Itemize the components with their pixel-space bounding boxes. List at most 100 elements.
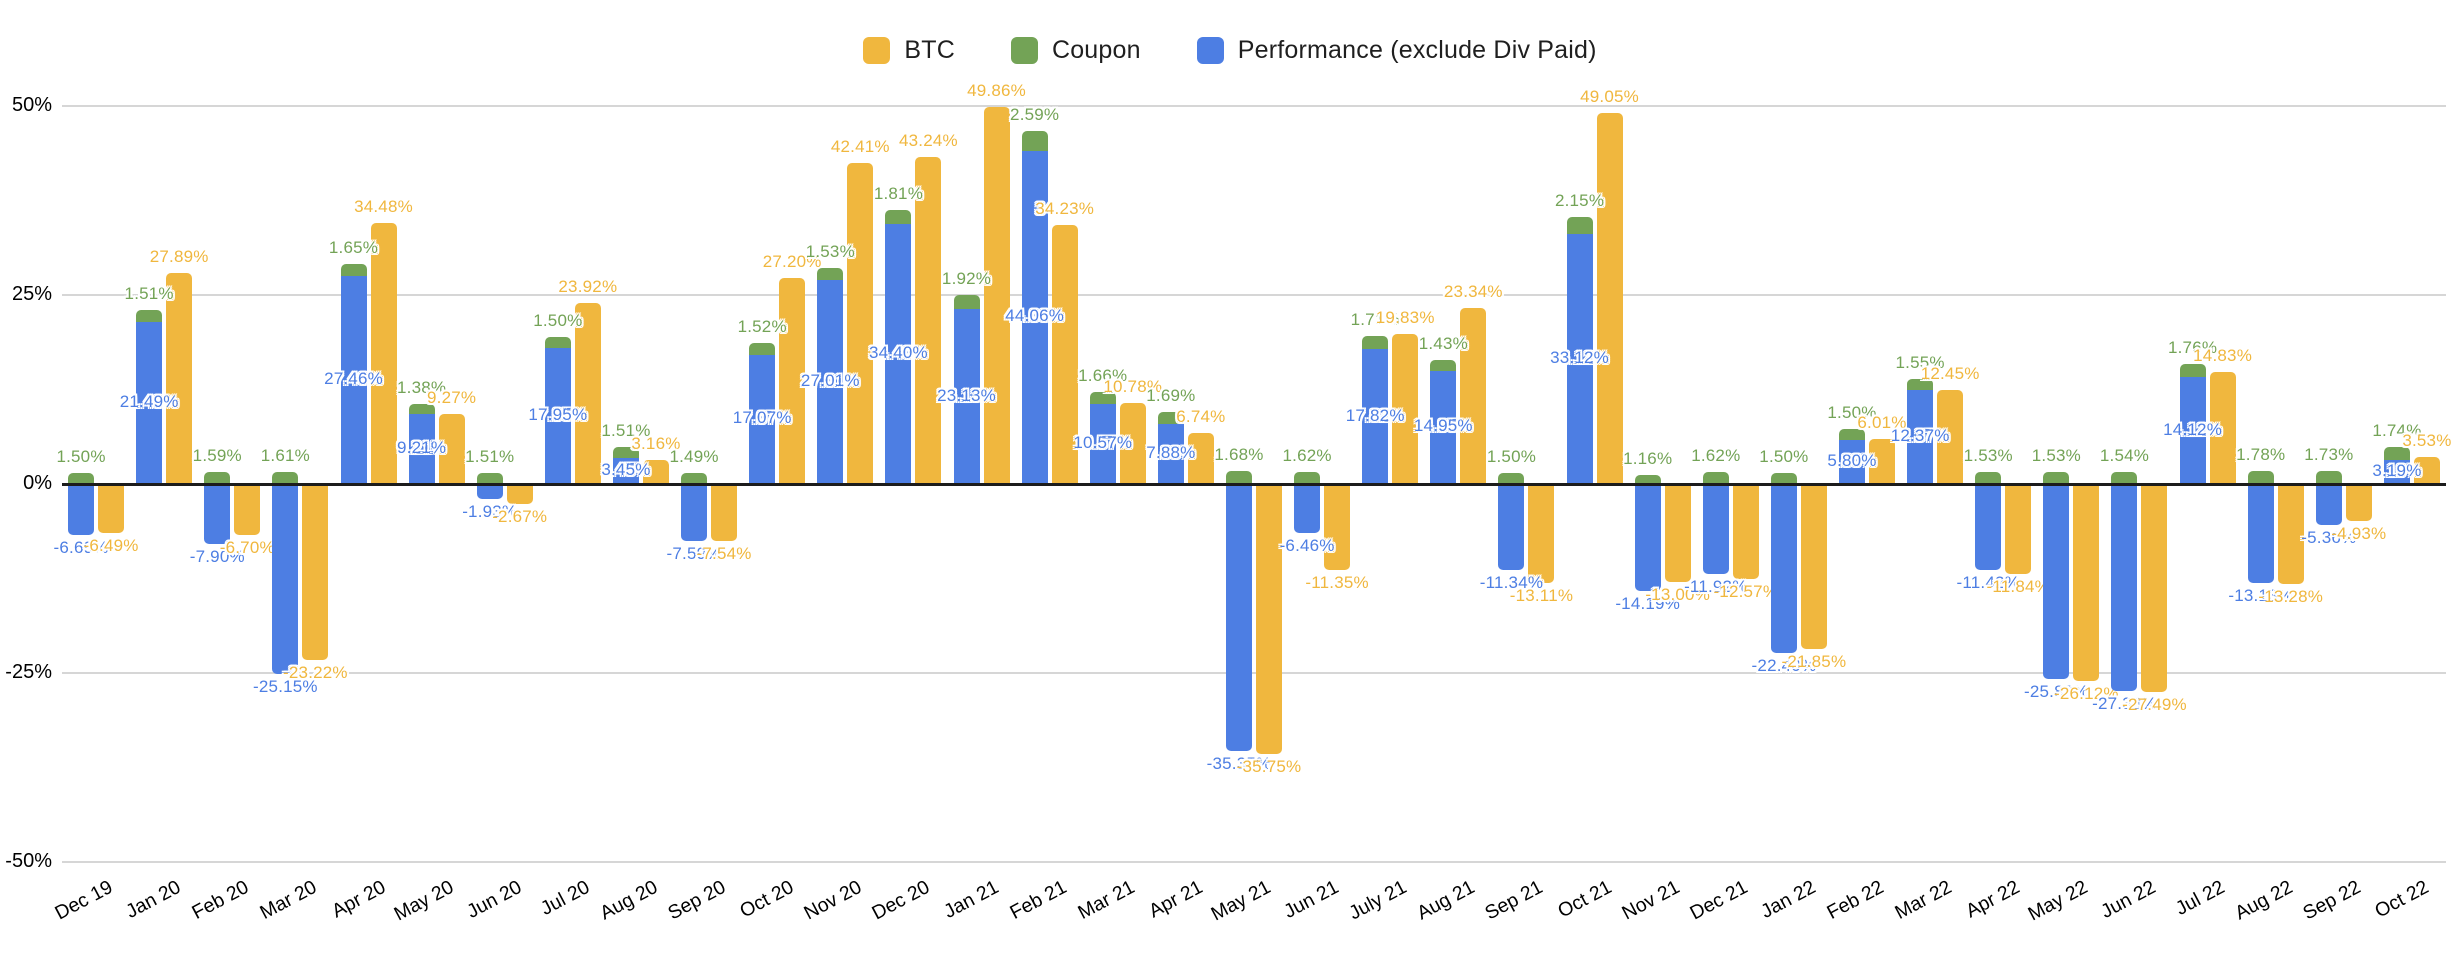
bar-btc-May-20 [438,413,465,484]
bar-performance-Oct-21 [1566,233,1593,484]
bar-coupon-July-21 [1362,336,1389,350]
bar-performance-Jul-20 [544,348,571,484]
bar-coupon-Jun-22 [2111,472,2138,484]
bar-performance-Sep-20 [681,484,708,542]
label-performance-Apr-20: 27.46% [324,369,383,389]
label-coupon-Aug-20: 1.51% [601,420,651,440]
label-performance-May-22: -25.83% [2024,682,2089,702]
bar-coupon-Jun-20 [476,472,503,484]
label-coupon-Aug-22: 1.78% [2236,444,2286,464]
label-btc-Mar-20: -23.22% [283,662,348,682]
label-btc-Feb-22: 6.01% [1857,412,1907,432]
bar-coupon-Oct-21 [1566,217,1593,234]
bar-coupon-Dec-19 [68,472,95,484]
bar-coupon-Mar-21 [1089,391,1116,405]
bar-coupon-Sep-20 [681,472,708,484]
bar-btc-Jun-20 [506,484,533,505]
label-btc-Apr-22: -11.84% [1986,576,2050,596]
bar-btc-Mar-20 [302,484,329,660]
label-btc-Jul-22: 14.83% [2193,345,2253,365]
label-coupon-Apr-21: 1.69% [1146,385,1196,405]
bar-coupon-Aug-21 [1430,360,1457,371]
label-performance-Jun-22: -27.38% [2092,693,2157,713]
label-coupon-Jan-22: 1.50% [1759,446,1809,466]
label-performance-Aug-22: -13.13% [2228,586,2294,606]
label-performance-Jun-20: -1.93% [462,501,518,521]
label-coupon-Mar-20: 1.61% [260,445,310,465]
bar-btc-Sep-22 [2345,484,2372,522]
bar-btc-Oct-20 [779,278,806,484]
bar-btc-Jul-20 [574,303,601,484]
gridline--25% [62,672,2446,674]
zero-axis-line [62,483,2446,486]
label-performance-Sep-20: -7.59% [666,544,722,564]
bar-performance-Mar-20 [272,484,299,675]
bar-btc-Apr-22 [2005,484,2032,574]
label-coupon-Sep-20: 1.49% [669,446,719,466]
bar-btc-Jun-22 [2141,484,2168,692]
bar-performance-Aug-21 [1430,370,1457,484]
label-performance-Mar-20: -25.15% [253,677,318,697]
label-coupon-Oct-22: 1.74% [2372,420,2422,440]
bar-btc-Oct-22 [2413,457,2440,484]
label-btc-Apr-20: 34.48% [354,197,413,217]
bar-performance-Aug-20 [612,457,639,484]
y-axis-label-0%: 0% [23,472,52,494]
label-performance-Mar-22: 12.37% [1890,426,1950,446]
label-btc-Jun-22: -27.49% [2122,694,2187,714]
label-btc-Mar-22: 12.45% [1920,363,1980,383]
chart-legend: BTC Coupon Performance (exclude Div Paid… [0,28,2460,72]
label-btc-Jun-21: -11.35% [1305,572,1369,592]
bar-coupon-May-21 [1226,471,1252,484]
bar-coupon-Jun-21 [1294,471,1321,484]
label-performance-Oct-22: 3.19% [2372,460,2422,480]
label-btc-Jul-20: 23.92% [558,277,618,297]
label-coupon-May-20: 1.38% [397,377,447,397]
bar-btc-Aug-22 [2277,484,2304,585]
bar-coupon-Apr-20 [340,263,367,277]
label-performance-Aug-21: 14.95% [1413,416,1473,436]
bar-performance-Sep-22 [2315,484,2342,525]
bar-performance-July-21 [1362,349,1389,484]
label-coupon-July-21: 1.71% [1350,310,1400,330]
bar-performance-Jun-21 [1294,484,1321,533]
bar-performance-Jul-22 [2179,377,2206,484]
label-performance-Sep-22: -5.36% [2301,527,2357,547]
bar-performance-Feb-22 [1839,440,1866,484]
bar-performance-Apr-21 [1157,424,1184,484]
bar-performance-Jan-21 [953,309,980,484]
label-coupon-Nov-21: 1.16% [1623,449,1673,469]
label-coupon-Oct-20: 1.52% [737,317,787,337]
bar-performance-Dec-21 [1702,484,1729,575]
bar-btc-Sep-21 [1528,484,1555,584]
bar-performance-Jan-20 [136,321,163,484]
bar-performance-Aug-22 [2247,484,2274,584]
label-coupon-Oct-21: 2.15% [1554,191,1605,211]
label-btc-Nov-20: 42.41% [830,137,890,157]
label-performance-Feb-22: 5.80% [1827,451,1877,471]
label-coupon-Feb-20: 1.59% [192,445,242,465]
label-btc-May-22: -26.12% [2054,684,2119,704]
label-performance-May-21: -35.35% [1206,754,1272,774]
bar-performance-Nov-20 [817,279,844,484]
bar-performance-Feb-20 [204,484,231,544]
bar-coupon-Feb-21 [1021,131,1048,151]
bar-performance-Sep-21 [1498,484,1525,570]
bar-btc-Oct-21 [1596,113,1623,484]
label-coupon-Dec-21: 1.62% [1691,445,1741,465]
label-performance-July-21: 17.82% [1345,405,1405,425]
label-performance-May-20: 9.21% [397,438,447,458]
bar-performance-May-22 [2043,484,2070,680]
label-btc-Sep-21: -13.11% [1509,586,1574,606]
label-btc-May-21: -35.75% [1236,757,1302,777]
bar-coupon-Jul-22 [2179,363,2206,378]
bar-coupon-Apr-21 [1157,411,1184,425]
label-performance-Nov-21: -14.19% [1615,594,1681,614]
label-btc-Nov-21: -13.00% [1645,585,1711,605]
label-btc-Feb-21: 34.23% [1035,199,1095,219]
label-coupon-Jun-22: 1.54% [2099,446,2150,466]
legend-swatch-btc-icon [863,36,891,64]
label-btc-Jan-21: 49.86% [967,81,1026,101]
bar-btc-Dec-21 [1732,484,1759,580]
label-performance-Apr-22: -11.42% [1956,573,2020,593]
